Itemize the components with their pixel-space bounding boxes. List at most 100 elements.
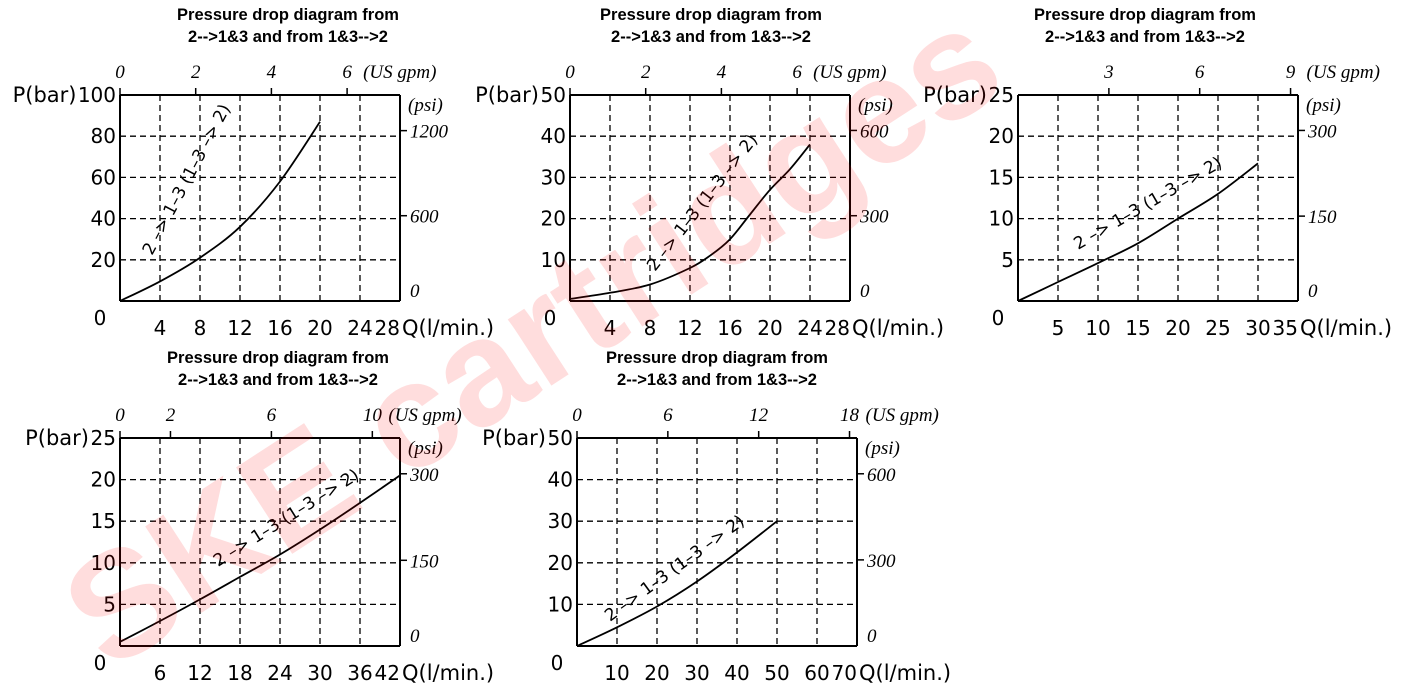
x-tick-label: 12 <box>187 661 212 685</box>
top-tick-label: 10 <box>363 405 383 426</box>
y-axis-title: P(bar) <box>25 426 89 450</box>
x-axis-title: Q(l/min.) <box>402 316 494 340</box>
right-axis-unit: (psi) <box>865 438 900 459</box>
right-tick-label: 0 <box>1308 281 1318 302</box>
top-tick-label: 18 <box>840 405 860 426</box>
x-tick-label: 18 <box>227 661 252 685</box>
series-line <box>1017 162 1259 302</box>
x-axis-title: Q(l/min.) <box>859 661 951 685</box>
top-tick-label: 4 <box>267 62 277 83</box>
chart-title-line2: 2-->1&3 and from 1&3-->2 <box>611 28 811 46</box>
x-tick-label: 8 <box>644 316 657 340</box>
y-tick-label: 30 <box>541 165 566 189</box>
y-tick-label: 10 <box>548 592 573 616</box>
right-tick-label: 1200 <box>410 122 449 143</box>
top-tick-label: 0 <box>572 405 582 426</box>
x-tick-label: 10 <box>1085 316 1110 340</box>
x-tick-label: 16 <box>717 316 742 340</box>
y-tick-label: 20 <box>989 124 1014 148</box>
right-tick-label: 600 <box>410 207 439 228</box>
right-tick-label: 300 <box>409 465 439 486</box>
top-tick-label: 12 <box>749 405 769 426</box>
x-tick-label: 12 <box>677 316 702 340</box>
y-tick-label: 10 <box>989 207 1014 231</box>
origin-label: 0 <box>551 651 564 675</box>
chart-title-line2: 2-->1&3 and from 1&3-->2 <box>617 371 817 389</box>
y-tick-label: 20 <box>541 207 566 231</box>
top-axis-unit: (US gpm) <box>866 405 939 426</box>
x-tick-label: 60 <box>804 661 829 685</box>
top-tick-label: 0 <box>115 62 125 83</box>
x-tick-label: 4 <box>154 316 167 340</box>
y-tick-label: 50 <box>541 83 566 107</box>
x-tick-label: 24 <box>267 661 292 685</box>
x-tick-label: 6 <box>154 661 167 685</box>
y-tick-label: 20 <box>548 551 573 575</box>
top-tick-label: 2 <box>166 405 176 426</box>
top-axis-unit: (US gpm) <box>363 62 436 83</box>
y-axis-title: P(bar) <box>475 83 539 107</box>
top-tick-label: 6 <box>1195 62 1205 83</box>
chart-title-line2: 2-->1&3 and from 1&3-->2 <box>178 371 378 389</box>
right-tick-label: 600 <box>860 121 889 142</box>
top-tick-label: 0 <box>115 405 125 426</box>
top-tick-label: 2 <box>641 62 651 83</box>
y-axis-title: P(bar) <box>13 83 77 107</box>
x-tick-label: 28 <box>375 316 400 340</box>
origin-label: 0 <box>94 306 107 330</box>
x-tick-label: 10 <box>604 661 629 685</box>
x-tick-label: 50 <box>764 661 789 685</box>
y-tick-label: 50 <box>548 426 573 450</box>
origin-label: 0 <box>544 306 557 330</box>
y-axis-title: P(bar) <box>482 426 546 450</box>
y-tick-label: 5 <box>103 592 116 616</box>
right-tick-label: 0 <box>860 281 870 302</box>
right-tick-label: 0 <box>867 626 877 647</box>
x-tick-label: 5 <box>1052 316 1065 340</box>
chart-panel-3: Pressure drop diagram from 2-->1&3 and fr… <box>923 6 1392 340</box>
top-axis-unit: (US gpm) <box>813 62 886 83</box>
x-tick-label: 70 <box>832 661 857 685</box>
y-tick-label: 60 <box>91 165 116 189</box>
top-tick-label: 6 <box>267 405 277 426</box>
y-tick-label: 25 <box>989 83 1014 107</box>
y-tick-label: 10 <box>91 551 116 575</box>
y-tick-label: 40 <box>541 124 566 148</box>
y-tick-label: 20 <box>91 468 116 492</box>
series-label: 2 –> 1–3 (1–3 –> 2) <box>139 101 235 258</box>
x-tick-label: 16 <box>267 316 292 340</box>
y-tick-label: 80 <box>91 124 116 148</box>
series-line <box>569 143 811 300</box>
x-tick-label: 25 <box>1205 316 1230 340</box>
right-tick-label: 0 <box>410 626 420 647</box>
y-tick-label: 40 <box>548 468 573 492</box>
x-tick-label: 4 <box>604 316 617 340</box>
top-tick-label: 6 <box>342 62 352 83</box>
chart-title-line1: Pressure drop diagram from <box>606 349 828 367</box>
x-tick-label: 24 <box>797 316 822 340</box>
y-tick-label: 15 <box>989 165 1014 189</box>
series-line <box>119 474 401 643</box>
top-tick-label: 6 <box>792 62 802 83</box>
x-tick-label: 20 <box>644 661 669 685</box>
top-axis-unit: (US gpm) <box>388 405 461 426</box>
x-tick-label: 35 <box>1273 316 1298 340</box>
x-tick-label: 36 <box>347 661 372 685</box>
x-axis-title: Q(l/min.) <box>1300 316 1392 340</box>
right-tick-label: 0 <box>410 281 420 302</box>
top-tick-label: 9 <box>1286 62 1296 83</box>
right-tick-label: 300 <box>866 551 896 572</box>
right-tick-label: 150 <box>1308 207 1337 228</box>
chart-title-line1: Pressure drop diagram from <box>600 6 822 24</box>
series-line <box>119 121 321 302</box>
right-tick-label: 150 <box>410 551 439 572</box>
y-axis-title: P(bar) <box>923 83 987 107</box>
top-tick-label: 6 <box>663 405 673 426</box>
chart-title-line2: 2-->1&3 and from 1&3-->2 <box>188 28 388 46</box>
top-tick-label: 2 <box>191 62 201 83</box>
x-tick-label: 15 <box>1125 316 1150 340</box>
x-tick-label: 30 <box>307 661 332 685</box>
chart-title-line1: Pressure drop diagram from <box>177 6 399 24</box>
y-tick-label: 10 <box>541 248 566 272</box>
x-tick-label: 40 <box>724 661 749 685</box>
